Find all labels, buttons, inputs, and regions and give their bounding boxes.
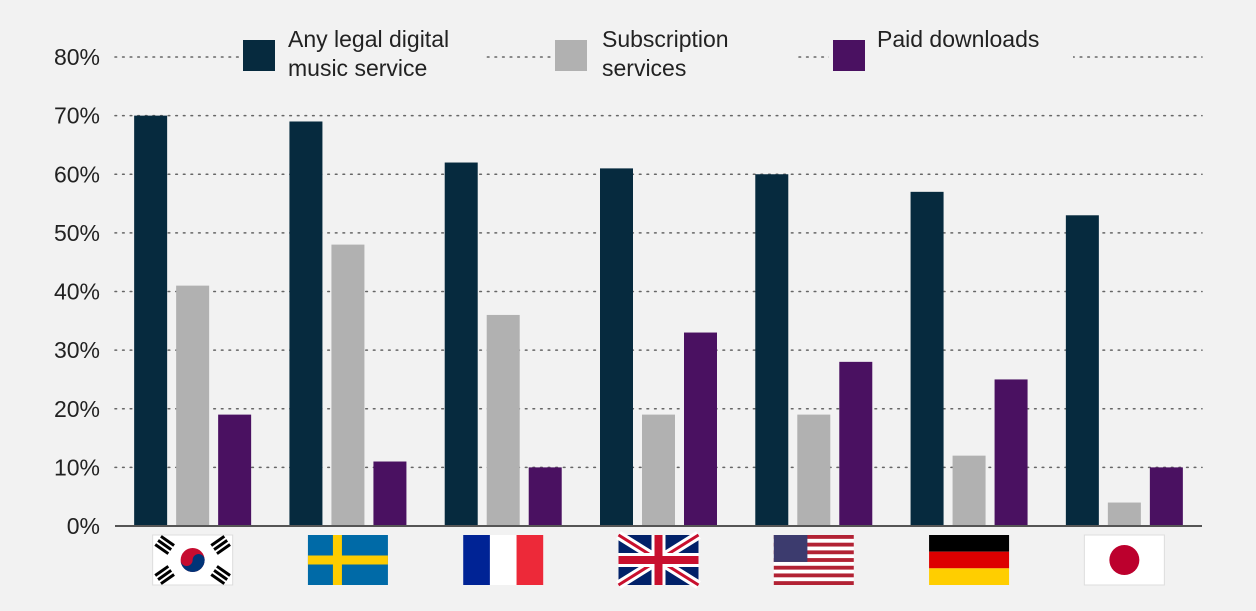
usa-flag-icon [773, 535, 854, 585]
bars [134, 115, 1183, 527]
y-tick-label: 30% [54, 337, 100, 363]
south-korea-flag-icon [152, 534, 234, 586]
legend-swatch [555, 40, 587, 71]
bar-uk-2 [684, 332, 717, 526]
france-flag-icon [463, 535, 544, 585]
legend-label: music service [288, 55, 427, 81]
legend-item: Subscription services [551, 22, 798, 82]
category-flags [152, 531, 1165, 589]
legend-swatch [833, 40, 865, 71]
bar-france-2 [528, 467, 562, 526]
bar-japan-2 [1149, 467, 1183, 526]
gridlines [114, 56, 1203, 469]
bar-germany-0 [910, 191, 944, 526]
legend-label: Paid downloads [877, 26, 1039, 52]
bar-uk-0 [600, 168, 633, 526]
bar-france-0 [444, 162, 478, 526]
sweden-flag-icon [307, 535, 388, 585]
legend: Any legal digital music service Subscripti… [239, 22, 1073, 82]
y-axis: 0% 10% 20% 30% 40% 50% 60% 70% 80% [54, 44, 100, 539]
legend-swatch [243, 40, 275, 71]
bar-usa-1 [797, 414, 831, 526]
y-tick-label: 50% [54, 220, 100, 246]
y-tick-label: 80% [54, 44, 100, 70]
y-tick-label: 20% [54, 396, 100, 422]
bar-sweden-2 [373, 461, 407, 526]
bar-france-1 [486, 314, 520, 526]
bar-south-korea-1 [176, 285, 210, 526]
bar-sweden-1 [331, 244, 365, 526]
bar-sweden-0 [289, 121, 323, 527]
bar-japan-0 [1065, 215, 1099, 526]
japan-flag-icon [1083, 534, 1165, 586]
legend-label: Any legal digital [288, 26, 449, 52]
bar-south-korea-0 [134, 115, 168, 526]
y-tick-label: 60% [54, 161, 100, 187]
legend-label: services [602, 55, 686, 81]
bar-germany-2 [994, 379, 1028, 526]
y-tick-label: 40% [54, 279, 100, 305]
y-tick-label: 10% [54, 454, 100, 480]
y-tick-label: 0% [67, 513, 100, 539]
bar-usa-2 [839, 361, 873, 526]
bar-uk-1 [642, 414, 675, 526]
germany-flag-icon [929, 535, 1010, 585]
bar-japan-1 [1107, 502, 1141, 526]
bar-germany-1 [952, 455, 986, 526]
y-tick-label: 70% [54, 103, 100, 129]
bar-usa-0 [755, 174, 789, 526]
legend-label: Subscription [602, 26, 729, 52]
bar-south-korea-2 [218, 414, 252, 526]
uk-flag-icon [616, 531, 701, 589]
legend-item: Any legal digital music service [239, 22, 484, 82]
legend-item: Paid downloads [829, 22, 1073, 82]
